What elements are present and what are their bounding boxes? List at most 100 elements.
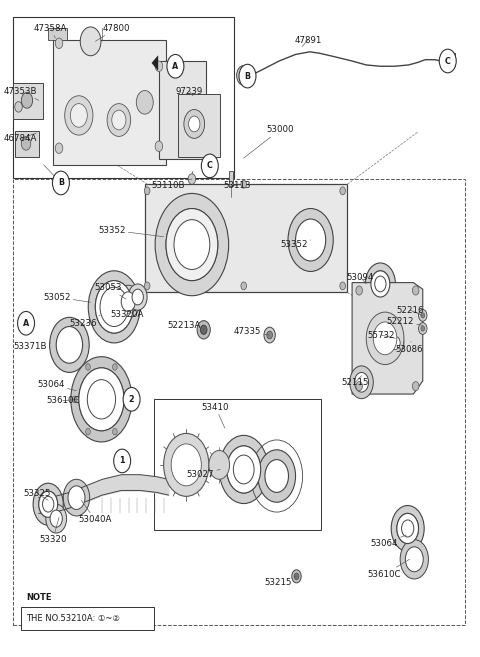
Circle shape (366, 312, 404, 365)
Bar (13, 83, 44, 119)
Circle shape (264, 327, 276, 343)
Circle shape (79, 368, 124, 431)
Circle shape (227, 446, 261, 493)
Circle shape (340, 187, 346, 194)
Circle shape (112, 364, 117, 371)
Bar (21, 607, 154, 630)
Circle shape (164, 434, 209, 496)
Circle shape (292, 570, 301, 583)
Circle shape (43, 496, 54, 512)
Circle shape (114, 449, 131, 473)
Text: 47353B: 47353B (3, 87, 39, 101)
Circle shape (356, 382, 362, 391)
Circle shape (387, 331, 404, 355)
Text: 53610C: 53610C (367, 559, 409, 579)
Circle shape (126, 396, 131, 403)
Circle shape (33, 484, 63, 525)
Text: 52212: 52212 (386, 317, 423, 327)
Circle shape (63, 480, 90, 516)
Text: 53052: 53052 (43, 292, 91, 302)
Text: 47335: 47335 (234, 327, 270, 336)
Circle shape (112, 110, 126, 130)
Circle shape (296, 219, 326, 261)
Circle shape (71, 104, 87, 127)
Circle shape (200, 325, 207, 334)
Text: NOTE: NOTE (26, 593, 51, 602)
Circle shape (112, 428, 117, 435)
Circle shape (155, 193, 228, 296)
Bar (154, 399, 322, 530)
Circle shape (419, 309, 427, 321)
Circle shape (100, 287, 128, 327)
Text: 53325: 53325 (24, 489, 51, 500)
Circle shape (237, 66, 251, 85)
Text: 53027: 53027 (187, 470, 220, 478)
Circle shape (123, 388, 140, 411)
Text: 53236: 53236 (70, 315, 100, 328)
Circle shape (80, 27, 101, 56)
Circle shape (166, 208, 218, 281)
Circle shape (174, 219, 210, 269)
Circle shape (55, 143, 63, 154)
Bar (13, 179, 465, 625)
Circle shape (96, 281, 133, 333)
Circle shape (184, 110, 204, 139)
Text: 52216: 52216 (396, 306, 424, 315)
Bar (53, 40, 166, 165)
Circle shape (50, 510, 62, 527)
Text: 53352: 53352 (98, 225, 164, 237)
Circle shape (189, 116, 200, 132)
Text: 53371B: 53371B (13, 342, 50, 351)
Polygon shape (145, 184, 348, 292)
Circle shape (155, 61, 163, 72)
Text: 53215: 53215 (264, 576, 297, 587)
Circle shape (87, 380, 116, 419)
Circle shape (144, 282, 150, 290)
Circle shape (400, 539, 429, 579)
Circle shape (356, 286, 362, 295)
Bar (48, 28, 67, 40)
Circle shape (49, 317, 89, 373)
Text: 53064: 53064 (371, 535, 406, 548)
Circle shape (412, 286, 419, 295)
Circle shape (15, 102, 22, 112)
Circle shape (375, 276, 386, 292)
Circle shape (72, 396, 77, 403)
Circle shape (258, 450, 296, 502)
Text: THE NO.53210A: ①~②: THE NO.53210A: ①~② (26, 614, 120, 623)
Circle shape (201, 154, 218, 177)
Circle shape (354, 373, 369, 392)
Text: 53040A: 53040A (79, 500, 112, 524)
Circle shape (405, 547, 423, 572)
Circle shape (365, 263, 396, 305)
Polygon shape (152, 56, 158, 70)
Circle shape (132, 289, 144, 305)
Text: 52115: 52115 (342, 376, 369, 387)
Text: 53094: 53094 (347, 273, 374, 284)
Text: 47891: 47891 (294, 35, 322, 47)
Circle shape (239, 64, 256, 88)
Circle shape (136, 91, 153, 114)
Circle shape (233, 455, 254, 484)
Circle shape (227, 446, 261, 493)
Circle shape (85, 364, 90, 371)
Text: 55732: 55732 (368, 330, 396, 340)
Circle shape (167, 55, 184, 78)
Text: 53610C: 53610C (46, 396, 80, 405)
Text: 53320: 53320 (39, 517, 67, 544)
Text: 53320A: 53320A (110, 309, 144, 319)
Text: B: B (244, 72, 251, 81)
Text: 53053: 53053 (94, 283, 126, 299)
Circle shape (209, 451, 229, 480)
Circle shape (71, 357, 132, 442)
Circle shape (96, 281, 133, 333)
Circle shape (144, 187, 150, 194)
Bar (13, 17, 234, 177)
Circle shape (371, 271, 390, 297)
Circle shape (402, 520, 414, 537)
Circle shape (267, 331, 273, 339)
Circle shape (373, 322, 397, 355)
Circle shape (128, 284, 147, 310)
Text: 47358A: 47358A (34, 24, 67, 38)
Text: 53352: 53352 (280, 240, 311, 249)
